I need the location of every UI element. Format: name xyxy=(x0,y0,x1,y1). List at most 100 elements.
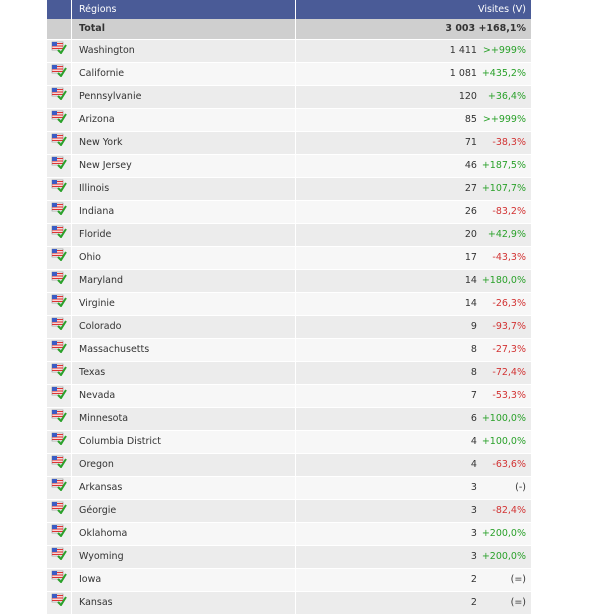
region-name[interactable]: Ohio xyxy=(72,247,296,270)
table-row[interactable]: Colorado 9 -93,7% xyxy=(47,316,531,339)
region-name[interactable]: Maryland xyxy=(72,270,296,293)
usa-flag-check-icon[interactable] xyxy=(51,523,67,545)
usa-flag-check-icon[interactable] xyxy=(51,40,67,62)
usa-flag-check-icon[interactable] xyxy=(51,408,67,430)
row-icon-cell[interactable] xyxy=(47,339,72,362)
usa-flag-check-icon[interactable] xyxy=(51,546,67,568)
usa-flag-check-icon[interactable] xyxy=(51,339,67,361)
usa-flag-check-icon[interactable] xyxy=(51,316,67,338)
region-name[interactable]: Iowa xyxy=(72,569,296,592)
usa-flag-check-icon[interactable] xyxy=(51,477,67,499)
table-row[interactable]: Pennsylvanie 120 +36,4% xyxy=(47,86,531,109)
header-visits[interactable]: Visites (V) xyxy=(296,0,531,19)
row-icon-cell[interactable] xyxy=(47,316,72,339)
row-icon-cell[interactable] xyxy=(47,500,72,523)
row-icon-cell[interactable] xyxy=(47,201,72,224)
table-row[interactable]: Californie 1 081 +435,2% xyxy=(47,63,531,86)
usa-flag-check-icon[interactable] xyxy=(51,293,67,315)
usa-flag-check-icon[interactable] xyxy=(51,247,67,269)
table-row[interactable]: Maryland 14 +180,0% xyxy=(47,270,531,293)
usa-flag-check-icon[interactable] xyxy=(51,454,67,476)
usa-flag-check-icon[interactable] xyxy=(51,569,67,591)
row-icon-cell[interactable] xyxy=(47,408,72,431)
table-row[interactable]: Kansas 2 (=) xyxy=(47,592,531,615)
usa-flag-check-icon[interactable] xyxy=(51,224,67,246)
table-row[interactable]: Virginie 14 -26,3% xyxy=(47,293,531,316)
row-icon-cell[interactable] xyxy=(47,431,72,454)
region-name[interactable]: Nevada xyxy=(72,385,296,408)
usa-flag-check-icon[interactable] xyxy=(51,178,67,200)
table-row[interactable]: Texas 8 -72,4% xyxy=(47,362,531,385)
table-row[interactable]: Nevada 7 -53,3% xyxy=(47,385,531,408)
table-row[interactable]: New York 71 -38,3% xyxy=(47,132,531,155)
table-row[interactable]: Wyoming 3 +200,0% xyxy=(47,546,531,569)
table-row[interactable]: Columbia District 4 +100,0% xyxy=(47,431,531,454)
usa-flag-check-icon[interactable] xyxy=(51,63,67,85)
row-icon-cell[interactable] xyxy=(47,86,72,109)
table-row[interactable]: Arkansas 3 (-) xyxy=(47,477,531,500)
region-name[interactable]: Californie xyxy=(72,63,296,86)
table-row[interactable]: Iowa 2 (=) xyxy=(47,569,531,592)
usa-flag-check-icon[interactable] xyxy=(51,132,67,154)
region-name[interactable]: Wyoming xyxy=(72,546,296,569)
region-name[interactable]: Kansas xyxy=(72,592,296,615)
usa-flag-check-icon[interactable] xyxy=(51,385,67,407)
region-name[interactable]: Indiana xyxy=(72,201,296,224)
usa-flag-check-icon[interactable] xyxy=(51,201,67,223)
row-icon-cell[interactable] xyxy=(47,40,72,63)
table-row[interactable]: Illinois 27 +107,7% xyxy=(47,178,531,201)
region-name[interactable]: Pennsylvanie xyxy=(72,86,296,109)
row-icon-cell[interactable] xyxy=(47,385,72,408)
usa-flag-check-icon[interactable] xyxy=(51,431,67,453)
row-icon-cell[interactable] xyxy=(47,454,72,477)
row-icon-cell[interactable] xyxy=(47,293,72,316)
region-name[interactable]: Minnesota xyxy=(72,408,296,431)
row-icon-cell[interactable] xyxy=(47,109,72,132)
header-regions[interactable]: Régions xyxy=(72,0,296,19)
region-name[interactable]: Colorado xyxy=(72,316,296,339)
row-icon-cell[interactable] xyxy=(47,569,72,592)
region-name[interactable]: Oklahoma xyxy=(72,523,296,546)
region-name[interactable]: Illinois xyxy=(72,178,296,201)
region-name[interactable]: New Jersey xyxy=(72,155,296,178)
region-name[interactable]: Columbia District xyxy=(72,431,296,454)
row-icon-cell[interactable] xyxy=(47,546,72,569)
region-name[interactable]: Texas xyxy=(72,362,296,385)
region-name[interactable]: Géorgie xyxy=(72,500,296,523)
row-icon-cell[interactable] xyxy=(47,523,72,546)
region-name[interactable]: Virginie xyxy=(72,293,296,316)
usa-flag-check-icon[interactable] xyxy=(51,109,67,131)
region-name[interactable]: Oregon xyxy=(72,454,296,477)
table-row[interactable]: Géorgie 3 -82,4% xyxy=(47,500,531,523)
row-icon-cell[interactable] xyxy=(47,477,72,500)
row-icon-cell[interactable] xyxy=(47,247,72,270)
usa-flag-check-icon[interactable] xyxy=(51,86,67,108)
table-row[interactable]: Floride 20 +42,9% xyxy=(47,224,531,247)
row-icon-cell[interactable] xyxy=(47,155,72,178)
region-name[interactable]: Floride xyxy=(72,224,296,247)
row-icon-cell[interactable] xyxy=(47,132,72,155)
usa-flag-check-icon[interactable] xyxy=(51,155,67,177)
table-row[interactable]: Minnesota 6 +100,0% xyxy=(47,408,531,431)
row-icon-cell[interactable] xyxy=(47,362,72,385)
row-icon-cell[interactable] xyxy=(47,224,72,247)
usa-flag-check-icon[interactable] xyxy=(51,592,67,614)
region-name[interactable]: Massachusetts xyxy=(72,339,296,362)
usa-flag-check-icon[interactable] xyxy=(51,500,67,522)
table-row[interactable]: Oregon 4 -63,6% xyxy=(47,454,531,477)
table-row[interactable]: Ohio 17 -43,3% xyxy=(47,247,531,270)
table-row[interactable]: Indiana 26 -83,2% xyxy=(47,201,531,224)
usa-flag-check-icon[interactable] xyxy=(51,362,67,384)
region-name[interactable]: Arkansas xyxy=(72,477,296,500)
region-name[interactable]: New York xyxy=(72,132,296,155)
usa-flag-check-icon[interactable] xyxy=(51,270,67,292)
row-icon-cell[interactable] xyxy=(47,592,72,615)
region-name[interactable]: Arizona xyxy=(72,109,296,132)
table-row[interactable]: Massachusetts 8 -27,3% xyxy=(47,339,531,362)
table-row[interactable]: Oklahoma 3 +200,0% xyxy=(47,523,531,546)
row-icon-cell[interactable] xyxy=(47,178,72,201)
table-row[interactable]: Washington 1 411 >+999% xyxy=(47,40,531,63)
row-icon-cell[interactable] xyxy=(47,63,72,86)
table-row[interactable]: Arizona 85 >+999% xyxy=(47,109,531,132)
table-row[interactable]: New Jersey 46 +187,5% xyxy=(47,155,531,178)
